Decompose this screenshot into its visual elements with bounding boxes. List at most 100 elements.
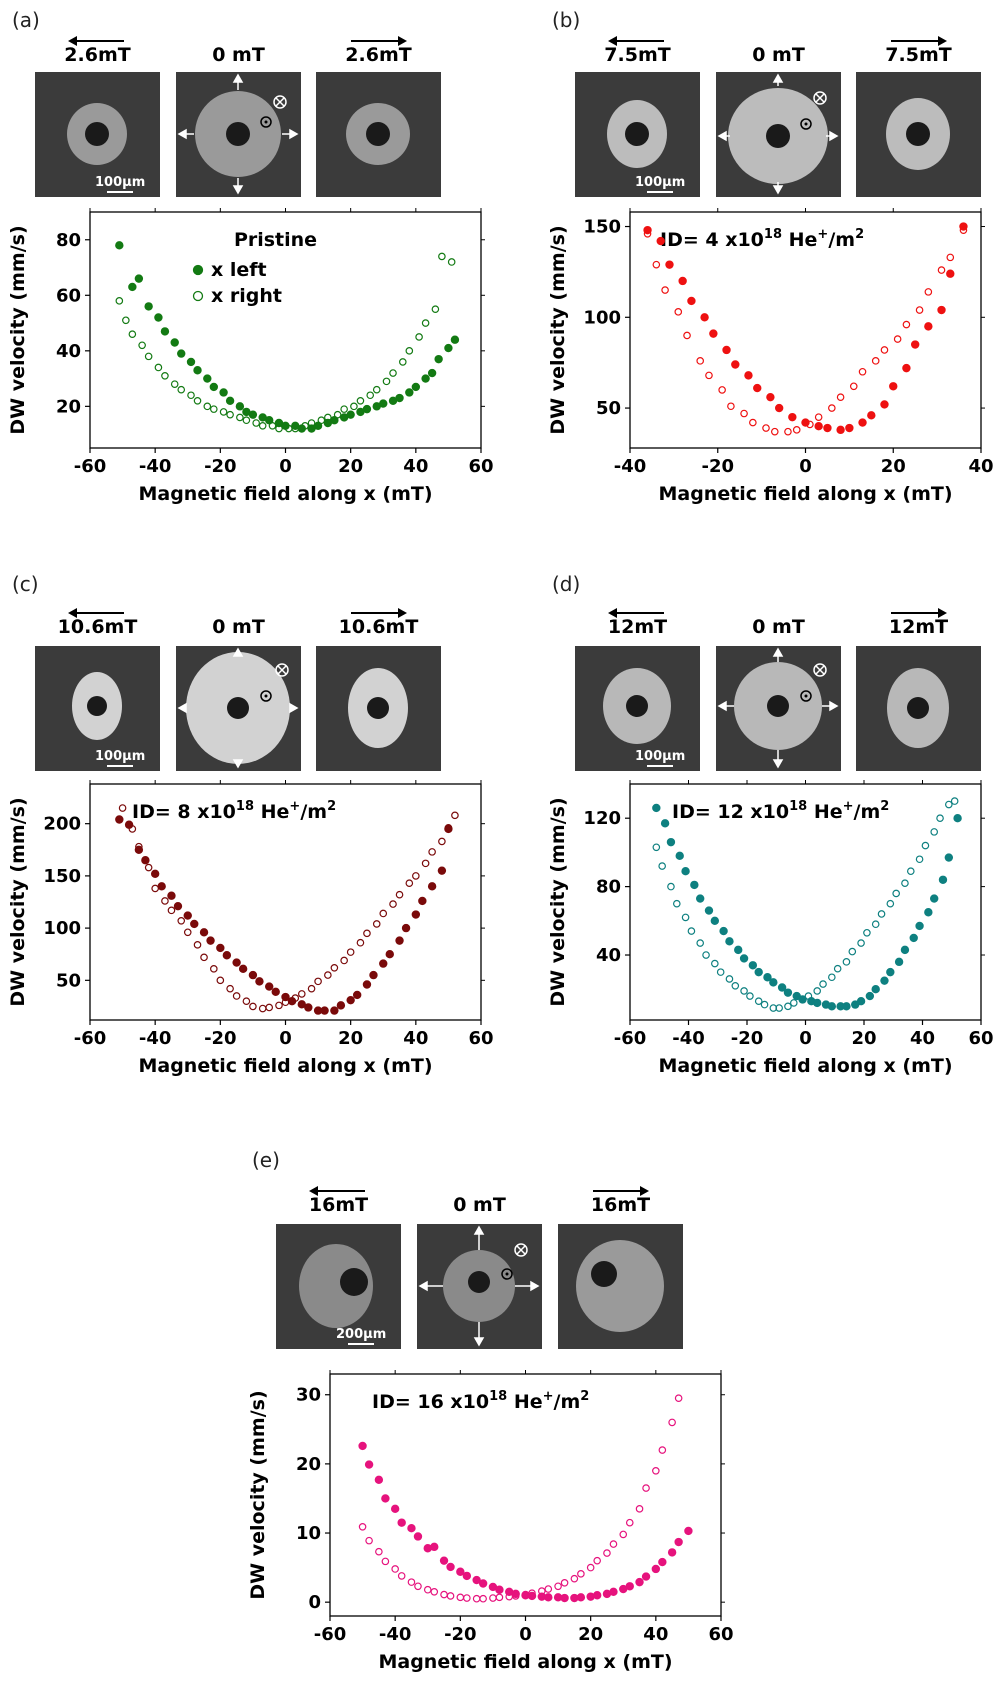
x-tick-label: -20 bbox=[444, 1624, 477, 1645]
data-point-open bbox=[291, 994, 300, 1002]
data-point-open bbox=[382, 377, 391, 386]
data-point-open bbox=[236, 413, 244, 422]
data-point-filled bbox=[766, 392, 775, 402]
legend-marker bbox=[192, 290, 204, 302]
data-point-open bbox=[242, 416, 251, 425]
data-point-filled bbox=[248, 970, 258, 980]
data-point-open bbox=[122, 316, 130, 325]
panel-label: (c) bbox=[12, 572, 39, 596]
data-point-filled bbox=[352, 990, 362, 1000]
scale-bar: 100µm bbox=[635, 175, 685, 193]
data-point-open bbox=[203, 402, 212, 411]
x-tick-label: 40 bbox=[910, 1028, 935, 1049]
data-point-filled bbox=[369, 970, 378, 980]
x-tick-label: 60 bbox=[708, 1624, 733, 1645]
data-point-open bbox=[560, 1579, 569, 1587]
data-point-filled bbox=[281, 992, 290, 1002]
data-point-filled bbox=[801, 418, 810, 427]
x-axis-label: Magnetic field along x (mT) bbox=[658, 483, 952, 505]
data-point-filled bbox=[346, 410, 355, 419]
field-label-left: 2.6mT bbox=[35, 36, 160, 66]
data-point-open bbox=[444, 824, 453, 832]
data-point-filled bbox=[238, 964, 248, 974]
data-point-filled bbox=[190, 919, 199, 929]
data-point-open bbox=[746, 992, 754, 1000]
data-point-open bbox=[959, 226, 968, 234]
data-point-open bbox=[219, 408, 228, 416]
data-point-filled bbox=[330, 1006, 339, 1015]
data-point-open bbox=[537, 1587, 546, 1595]
data-point-open bbox=[936, 814, 944, 823]
y-tick-label: 150 bbox=[583, 217, 621, 238]
data-point-open bbox=[275, 424, 283, 433]
data-point-open bbox=[187, 391, 195, 400]
x-axis-label: Magnetic field along x (mT) bbox=[138, 483, 432, 505]
x-tick-label: -40 bbox=[139, 1028, 172, 1049]
data-point-open bbox=[232, 992, 241, 1000]
data-point-open bbox=[915, 306, 924, 314]
scale-bar: 100µm bbox=[95, 749, 145, 767]
data-point-filled bbox=[842, 1002, 851, 1011]
data-point-open bbox=[892, 889, 900, 898]
data-point-filled bbox=[456, 1567, 465, 1576]
panel-b: (b) 7.5mT 0 mT 7.5mT 100µm -40 -20 0 20 40 50… bbox=[540, 0, 999, 560]
data-point-open bbox=[398, 358, 407, 366]
data-point-filled bbox=[144, 302, 153, 311]
data-point-open bbox=[652, 843, 661, 852]
field-label-center: 0 mT bbox=[212, 44, 265, 66]
data-point-filled bbox=[788, 412, 797, 422]
x-tick-label: 0 bbox=[279, 456, 292, 477]
data-point-filled bbox=[924, 908, 933, 917]
data-point-open bbox=[177, 385, 186, 394]
data-point-filled bbox=[719, 926, 728, 936]
data-point-open bbox=[118, 804, 127, 812]
data-point-filled bbox=[886, 967, 895, 977]
data-point-open bbox=[696, 357, 705, 365]
data-point-open bbox=[806, 420, 814, 429]
data-point-open bbox=[937, 266, 946, 274]
data-point-filled bbox=[814, 422, 823, 431]
data-point-filled bbox=[734, 945, 743, 955]
data-point-open bbox=[372, 385, 381, 394]
panel-c: (c) 10.6mT 0 mT 10.6mT 100µm -60 -40 -20 0 2… bbox=[0, 572, 499, 1112]
data-point-filled bbox=[777, 983, 787, 992]
x-tick-label: 0 bbox=[799, 456, 812, 477]
data-point-open bbox=[858, 367, 867, 376]
data-point-open bbox=[790, 999, 798, 1007]
data-point-filled bbox=[232, 958, 241, 967]
data-point-filled bbox=[385, 950, 394, 959]
data-point-filled bbox=[186, 357, 196, 367]
data-point-open bbox=[570, 1574, 579, 1583]
data-point-filled bbox=[754, 967, 763, 977]
scale-bar: 200µm bbox=[336, 1327, 386, 1345]
data-point-filled bbox=[858, 418, 867, 427]
data-point-filled bbox=[656, 236, 665, 246]
data-point-open bbox=[451, 811, 459, 820]
data-point-open bbox=[301, 421, 309, 430]
data-point-open bbox=[381, 1557, 390, 1566]
data-point-open bbox=[216, 976, 225, 985]
data-point-filled bbox=[397, 1518, 406, 1527]
data-point-open bbox=[226, 410, 234, 419]
y-axis-label: DW velocity (mm/s) bbox=[247, 1390, 269, 1599]
data-point-open bbox=[431, 305, 440, 313]
data-point-filled bbox=[823, 423, 832, 433]
data-point-open bbox=[275, 1001, 283, 1010]
data-point-open bbox=[421, 319, 430, 327]
data-point-open bbox=[463, 1594, 471, 1602]
data-point-filled bbox=[439, 1556, 449, 1565]
micrograph-center bbox=[716, 72, 841, 197]
micrograph-left: 100µm bbox=[35, 72, 160, 197]
micrograph-left: 100µm bbox=[35, 646, 160, 771]
data-point-open bbox=[379, 909, 388, 918]
data-point-filled bbox=[753, 383, 762, 393]
data-point-open bbox=[340, 956, 348, 965]
data-point-open bbox=[731, 981, 740, 990]
data-point-filled bbox=[867, 411, 876, 420]
data-point-open bbox=[128, 330, 137, 338]
data-point-filled bbox=[560, 1593, 569, 1603]
data-point-open bbox=[226, 984, 234, 993]
data-point-filled bbox=[462, 1571, 472, 1581]
micrograph-right bbox=[856, 72, 981, 197]
data-point-filled bbox=[358, 1441, 367, 1451]
